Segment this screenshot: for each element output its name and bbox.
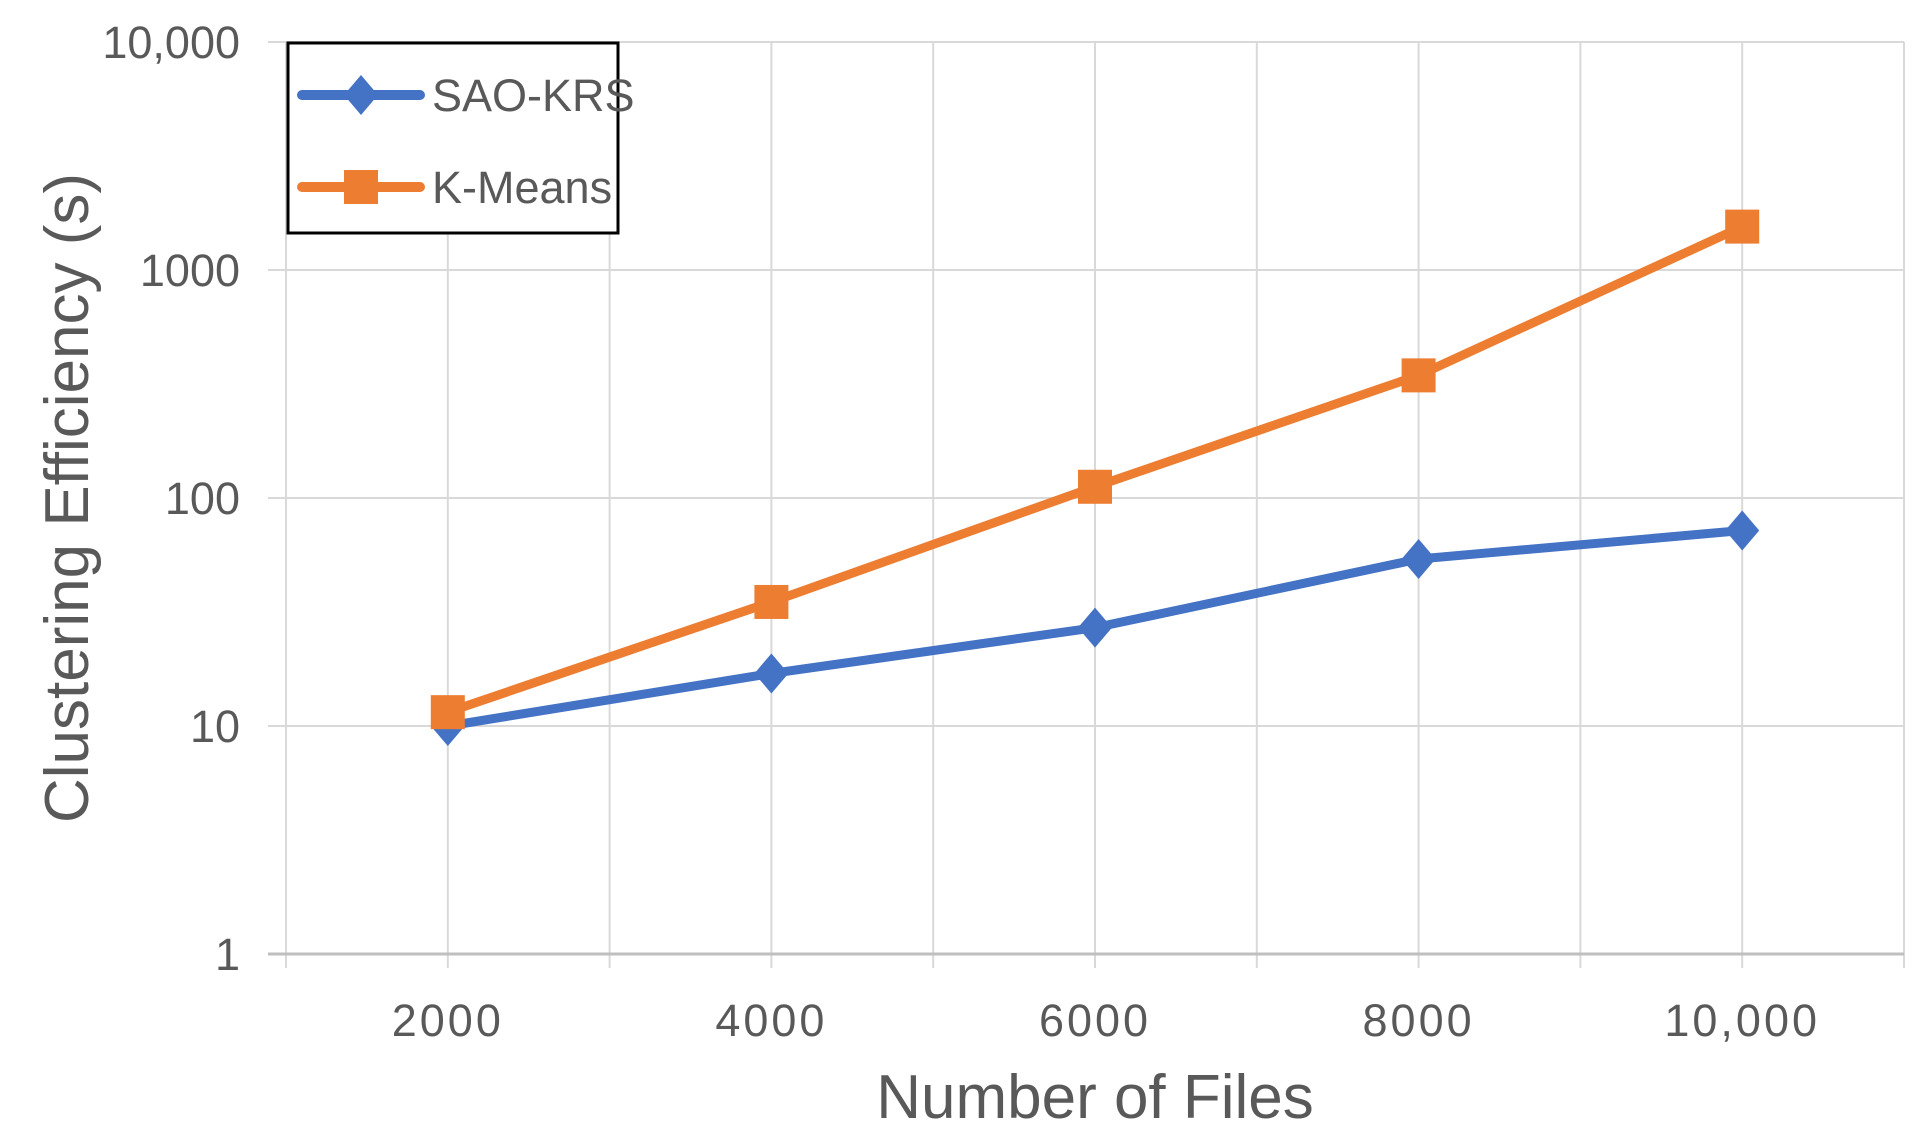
- data-point-marker-diamond: [1401, 539, 1436, 580]
- data-point-marker-diamond: [1725, 510, 1760, 551]
- y-axis-title: Clustering Efficiency (s): [33, 172, 102, 824]
- y-tick-label: 10: [190, 701, 240, 752]
- legend-entry: SAO-KRS: [297, 70, 635, 121]
- x-tick-label: 8000: [1363, 995, 1475, 1046]
- series-k-means: [430, 209, 1760, 730]
- legend-box: [286, 41, 620, 235]
- legend-label: K-Means: [432, 162, 612, 213]
- legend-label: SAO-KRS: [432, 70, 635, 121]
- x-tick-label: 2000: [392, 995, 504, 1046]
- y-tick-label: 1: [215, 929, 240, 980]
- gridlines: [268, 41, 1905, 968]
- x-axis-title: Number of Files: [876, 1063, 1314, 1132]
- data-point-marker-square: [1725, 209, 1760, 244]
- data-point-marker-square: [754, 584, 789, 619]
- legend-entry: K-Means: [297, 162, 612, 213]
- data-point-marker-square: [344, 170, 378, 204]
- data-point-marker-diamond: [754, 653, 789, 694]
- data-point-marker-diamond: [1078, 607, 1112, 648]
- x-tick-label: 10,000: [1664, 995, 1820, 1046]
- y-tick-label: 10,000: [102, 17, 240, 68]
- legend: SAO-KRS K-Means: [286, 41, 635, 235]
- tick-labels: 1 10 100 1000 10,000 2000 4000 6000 8000 10,000: [102, 17, 1820, 1046]
- x-tick-label: 6000: [1039, 995, 1151, 1046]
- data-point-marker-square: [430, 695, 465, 730]
- x-tick-label: 4000: [715, 995, 827, 1046]
- data-point-marker-diamond: [344, 75, 378, 115]
- y-tick-label: 100: [165, 473, 240, 524]
- data-point-marker-square: [1078, 469, 1112, 504]
- y-tick-label: 1000: [140, 245, 240, 296]
- data-point-marker-square: [1401, 358, 1436, 393]
